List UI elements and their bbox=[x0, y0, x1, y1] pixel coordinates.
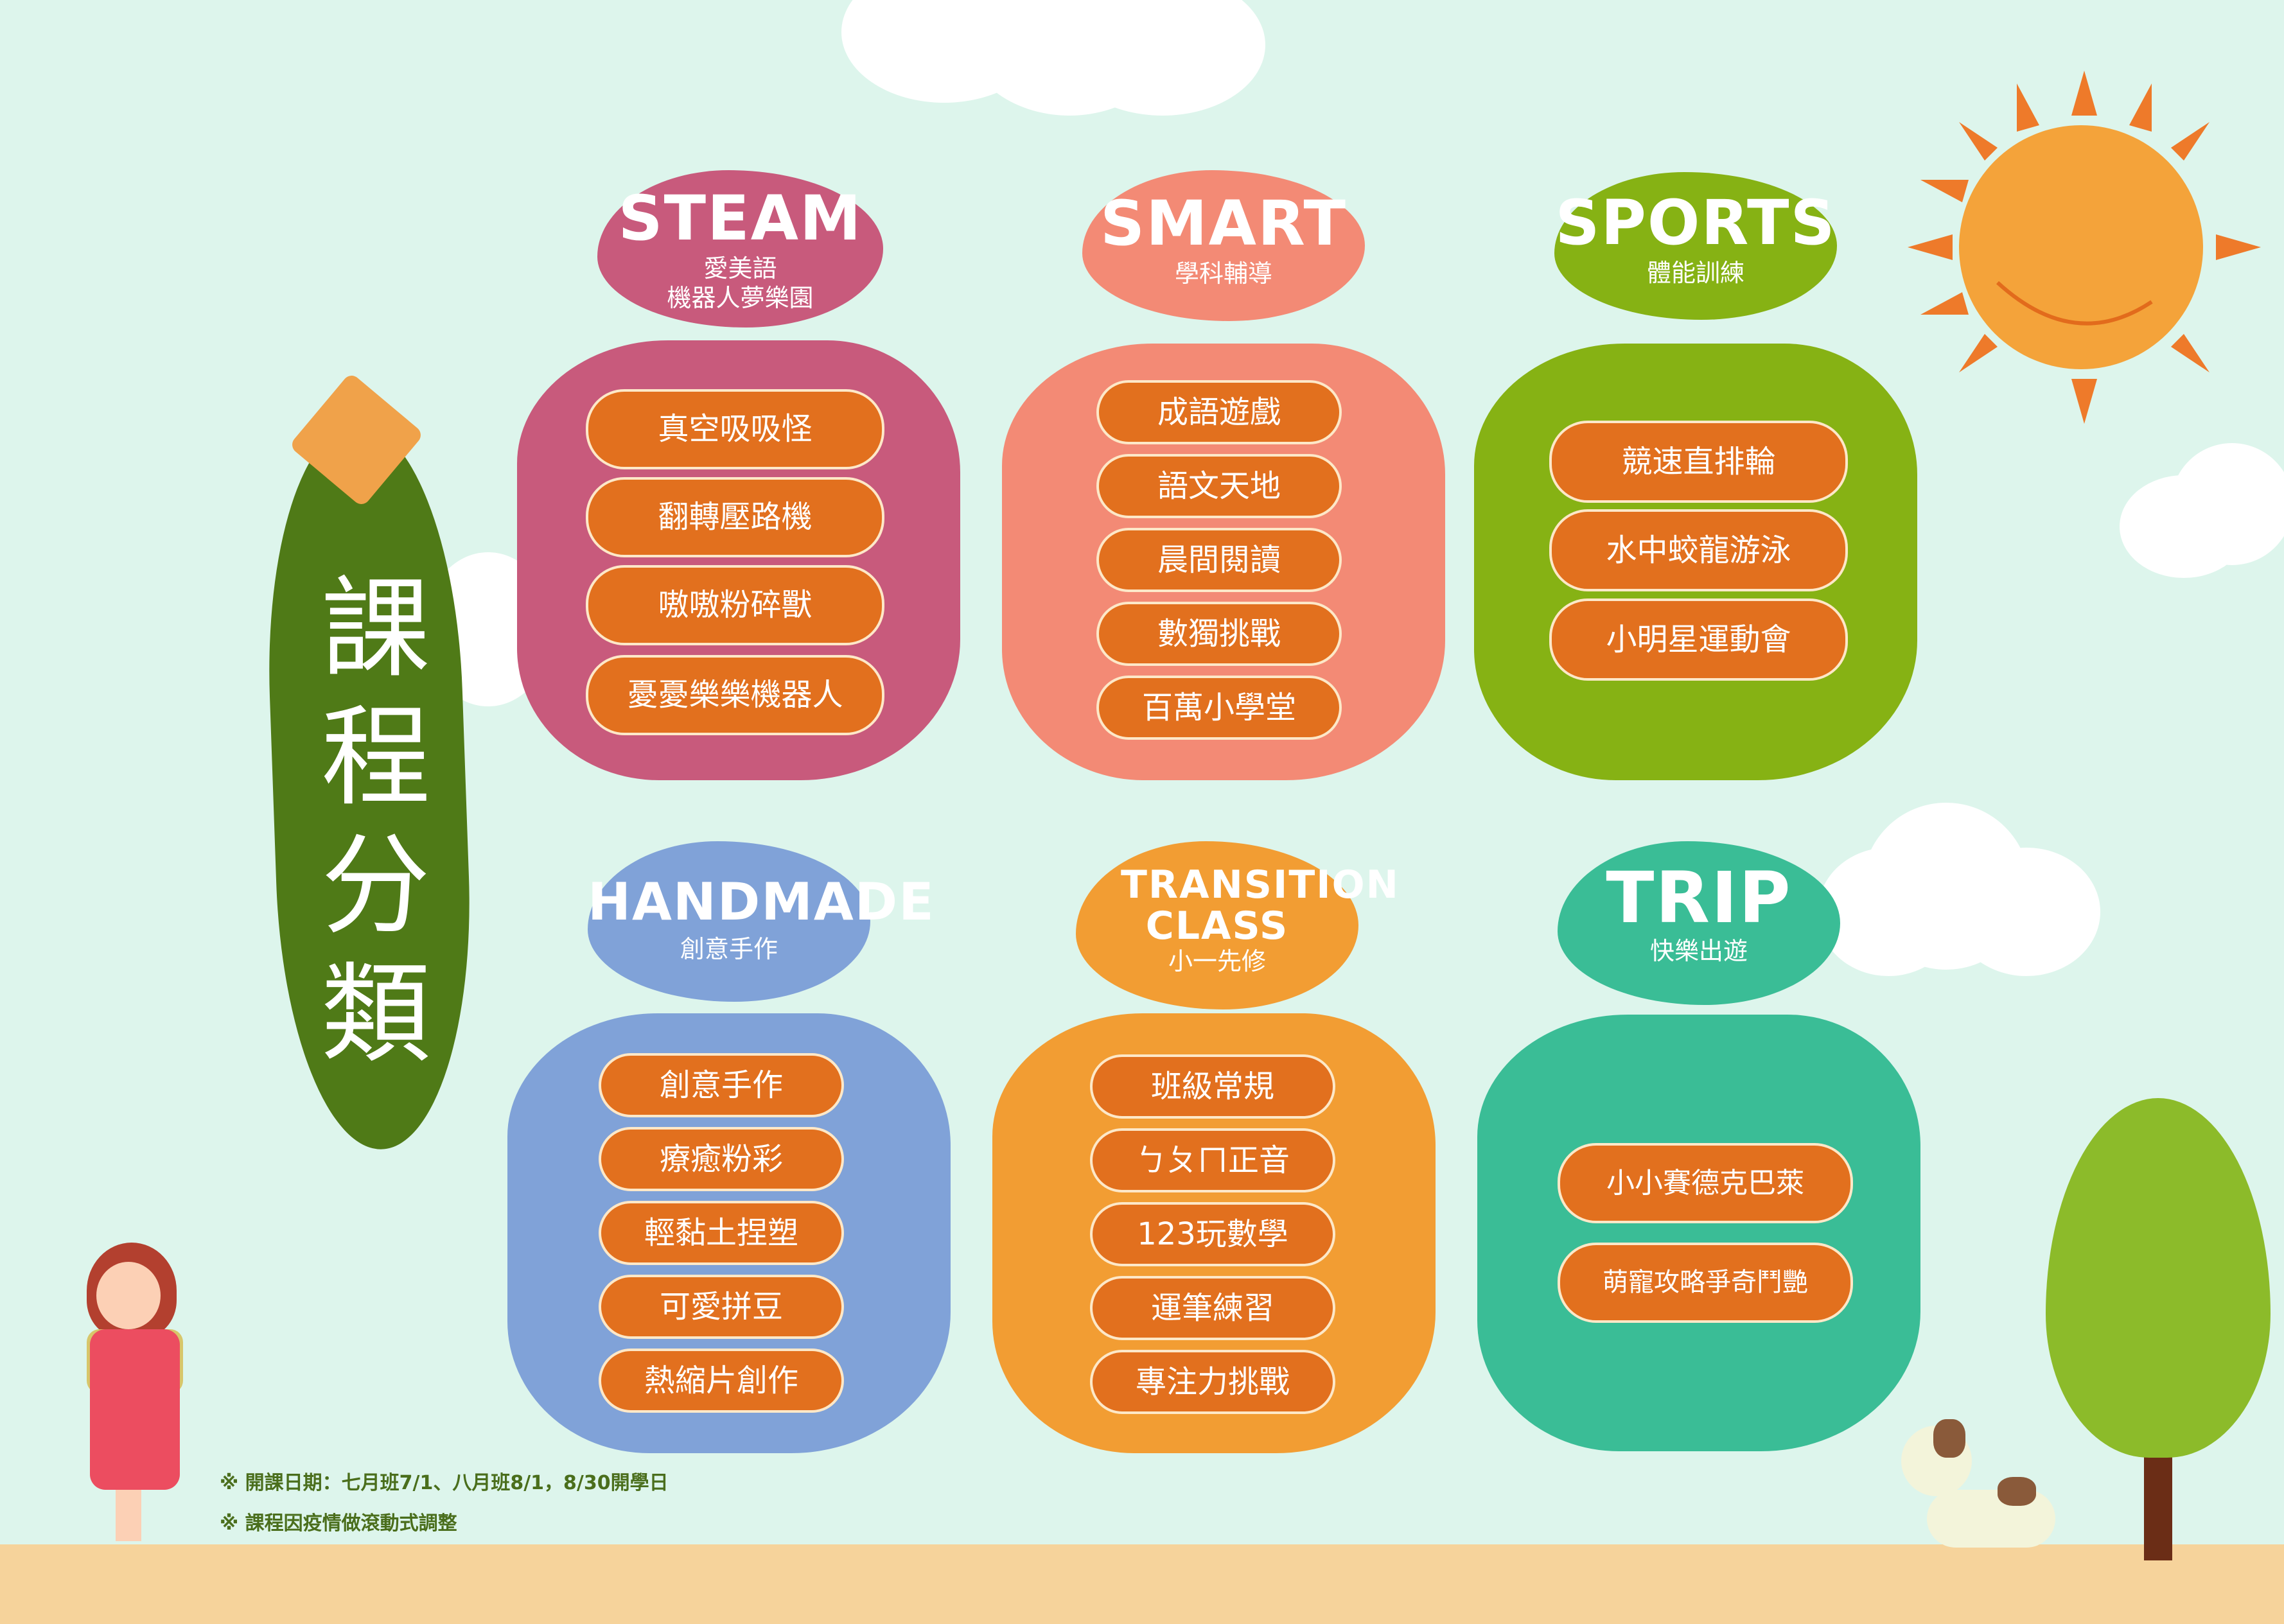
item-transition-4[interactable]: 運筆練習 bbox=[1090, 1276, 1335, 1340]
note-dates: ※ 開課日期：七月班7/1、八月班8/1，8/30開學日 bbox=[220, 1472, 669, 1494]
item-smart-3[interactable]: 晨間閱讀 bbox=[1096, 528, 1342, 592]
heading-trip: TRIP 快樂出遊 bbox=[1558, 841, 1840, 1005]
heading-handmade: HANDMADE 創意手作 bbox=[588, 841, 935, 1002]
item-steam-2[interactable]: 翻轉壓路機 bbox=[586, 477, 884, 557]
heading-handmade-en: HANDMADE bbox=[588, 872, 935, 932]
heading-transition-en: TRANSITION CLASS bbox=[1121, 862, 1400, 948]
heading-sports-zh: 體能訓練 bbox=[1646, 259, 1744, 287]
item-smart-2[interactable]: 語文天地 bbox=[1096, 454, 1342, 518]
heading-steam-zh2: 機器人夢樂園 bbox=[667, 284, 814, 312]
heading-smart-en: SMART bbox=[1100, 188, 1348, 259]
item-smart-5[interactable]: 百萬小學堂 bbox=[1096, 676, 1342, 740]
item-steam-3[interactable]: 嗷嗷粉碎獸 bbox=[586, 565, 884, 645]
item-smart-4[interactable]: 數獨挑戰 bbox=[1096, 602, 1342, 666]
item-handmade-1[interactable]: 創意手作 bbox=[599, 1053, 844, 1117]
heading-transition: TRANSITION CLASS 小一先修 bbox=[1076, 841, 1400, 1009]
item-trip-1[interactable]: 小小賽德克巴萊 bbox=[1558, 1143, 1853, 1223]
ground-strip bbox=[0, 1544, 2284, 1624]
item-transition-5[interactable]: 專注力挑戰 bbox=[1090, 1350, 1335, 1414]
heading-smart-zh: 學科輔導 bbox=[1174, 259, 1272, 288]
heading-steam-zh1: 愛美語 bbox=[703, 254, 777, 283]
panel-trip bbox=[1477, 1015, 1920, 1451]
heading-trip-en: TRIP bbox=[1606, 857, 1792, 939]
heading-transition-zh: 小一先修 bbox=[1168, 947, 1266, 975]
heading-sports-en: SPORTS bbox=[1555, 187, 1836, 259]
item-handmade-2[interactable]: 療癒粉彩 bbox=[599, 1127, 844, 1191]
item-steam-1[interactable]: 真空吸吸怪 bbox=[586, 389, 884, 469]
item-steam-4[interactable]: 憂憂樂樂機器人 bbox=[586, 655, 884, 735]
item-handmade-5[interactable]: 熱縮片創作 bbox=[599, 1349, 844, 1413]
heading-handmade-zh: 創意手作 bbox=[680, 935, 778, 963]
item-sports-1[interactable]: 競速直排輪 bbox=[1549, 421, 1848, 503]
item-sports-3[interactable]: 小明星運動會 bbox=[1549, 598, 1848, 681]
page-title: 課程分類 bbox=[321, 566, 430, 1078]
heading-sports: SPORTS 體能訓練 bbox=[1554, 172, 1837, 320]
item-transition-2[interactable]: ㄅㄆㄇ正音 bbox=[1090, 1128, 1335, 1192]
heading-trip-zh: 快樂出遊 bbox=[1649, 937, 1748, 965]
item-trip-2[interactable]: 萌寵攻略爭奇鬥艷 bbox=[1558, 1243, 1853, 1323]
heading-smart: SMART 學科輔導 bbox=[1082, 170, 1365, 321]
item-handmade-4[interactable]: 可愛拼豆 bbox=[599, 1275, 844, 1339]
item-transition-3[interactable]: 123玩數學 bbox=[1090, 1202, 1335, 1266]
item-transition-1[interactable]: 班級常規 bbox=[1090, 1054, 1335, 1119]
heading-steam-en: STEAM bbox=[618, 182, 863, 254]
item-sports-2[interactable]: 水中蛟龍游泳 bbox=[1549, 509, 1848, 591]
note-adjustment: ※ 課程因疫情做滾動式調整 bbox=[220, 1512, 457, 1535]
item-smart-1[interactable]: 成語遊戲 bbox=[1096, 380, 1342, 444]
item-handmade-3[interactable]: 輕黏土捏塑 bbox=[599, 1201, 844, 1265]
heading-steam: STEAM 愛美語 機器人夢樂園 bbox=[597, 170, 883, 327]
